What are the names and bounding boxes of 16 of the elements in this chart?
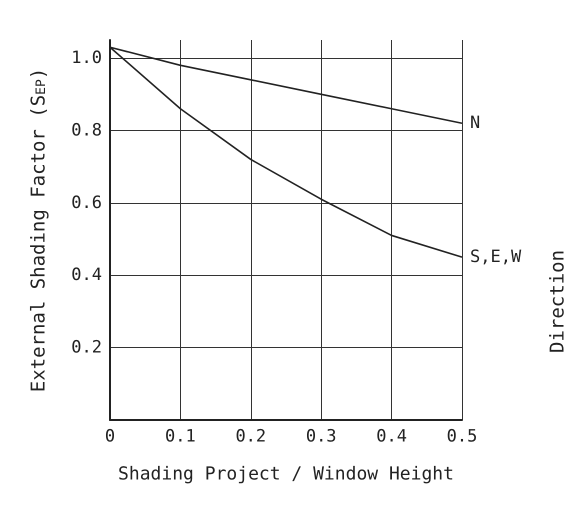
series-label: S,E,W (470, 247, 522, 268)
y-tick-label: 0.4 (71, 265, 102, 286)
y-tick-label: 0.8 (71, 120, 102, 140)
x-tick-label: 0.3 (306, 426, 337, 446)
legend-title: Direction (546, 250, 568, 353)
x-axis-title: Shading Project / Window Height (118, 464, 454, 484)
y-tick-label: 0.2 (71, 338, 102, 358)
x-tick-label: 0.5 (446, 426, 478, 446)
x-tick-label: 0.2 (235, 426, 266, 446)
x-tick-label: 0.4 (376, 426, 407, 446)
y-tick-label: 0.6 (71, 192, 102, 213)
y-tick-label: 1.0 (71, 48, 102, 68)
x-tick-label: 0.1 (165, 426, 196, 446)
series-label: N (470, 113, 480, 134)
x-tick-label: 0 (104, 426, 116, 446)
y-axis-title: External Shading Factor (SEP) (28, 68, 50, 392)
